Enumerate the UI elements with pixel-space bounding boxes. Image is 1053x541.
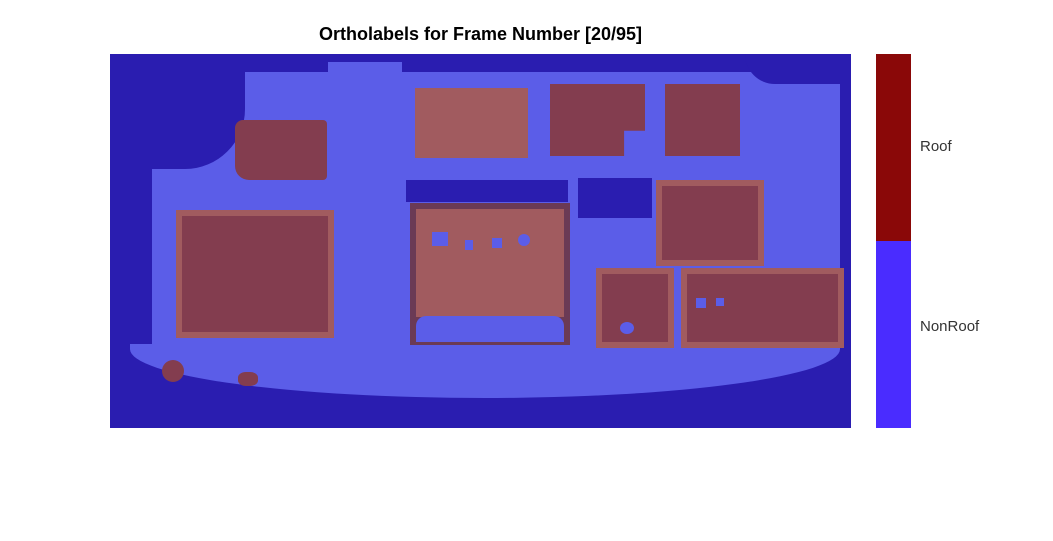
roof-region	[602, 274, 668, 342]
roof-hole	[432, 232, 448, 246]
unmapped-region	[110, 54, 152, 344]
roof-region	[238, 372, 258, 386]
unmapped-region	[578, 178, 652, 218]
colorbar-cell-roof	[876, 54, 911, 241]
roof-region	[687, 274, 838, 342]
roof-region	[182, 216, 328, 332]
roof-hole	[492, 238, 502, 248]
colorbar-cell-nonroof	[876, 241, 911, 428]
roof-region	[665, 84, 740, 156]
colorbar	[876, 54, 911, 428]
roof-region	[235, 120, 327, 180]
roof-region	[415, 88, 528, 158]
unmapped-region	[406, 180, 568, 202]
roof-hole	[696, 298, 706, 308]
roof-hole	[518, 234, 530, 246]
colorbar-label-roof: Roof	[920, 138, 952, 155]
ortholabel-image	[110, 54, 851, 428]
roof-hole	[465, 240, 473, 250]
colorbar-label-nonroof: NonRoof	[920, 318, 979, 335]
roof-hole	[620, 322, 634, 334]
roof-hole	[716, 298, 724, 306]
roof-region	[662, 186, 758, 260]
roof-bottom-strip	[416, 316, 564, 342]
plot-title: Ortholabels for Frame Number [20/95]	[110, 24, 851, 45]
unmapped-region	[745, 54, 851, 84]
figure: Ortholabels for Frame Number [20/95]	[0, 0, 1053, 541]
ground-region	[328, 62, 402, 392]
roof-region	[162, 360, 184, 382]
roof-region	[416, 209, 564, 317]
